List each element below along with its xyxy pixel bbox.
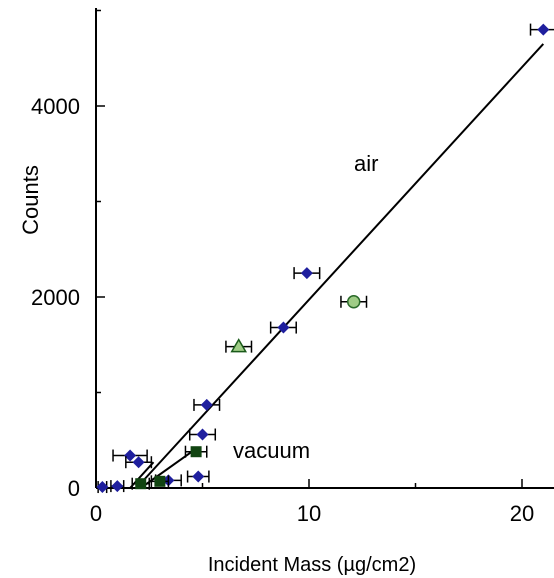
x-tick-label: 0 xyxy=(90,501,102,526)
data-point-diamond xyxy=(96,481,109,494)
data-point-diamond xyxy=(200,398,213,411)
data-point-diamond xyxy=(192,470,205,483)
data-point-diamond xyxy=(277,321,290,334)
data-point-circle xyxy=(346,295,361,309)
y-axis-label: Counts xyxy=(18,165,43,235)
data-point-diamond xyxy=(537,23,550,36)
fit-line-air xyxy=(135,43,545,489)
data-point-triangle xyxy=(230,338,248,353)
y-tick-label: 0 xyxy=(68,476,80,501)
annotation-vacuum: vacuum xyxy=(233,438,310,463)
data-point-square xyxy=(190,446,202,458)
data-point-diamond xyxy=(132,456,145,469)
annotation-air: air xyxy=(354,151,378,176)
data-point-diamond xyxy=(300,267,313,280)
data-point-square xyxy=(154,475,166,487)
data-point-diamond xyxy=(124,449,137,462)
axes: 0 2000 4000 0 10 20 xyxy=(31,8,554,526)
y-tick-label: 2000 xyxy=(31,285,80,310)
x-axis-label: Incident Mass (µg/cm2) xyxy=(208,554,416,576)
data-point-square xyxy=(135,478,147,490)
fit-lines xyxy=(129,43,545,489)
y-tick-label: 4000 xyxy=(31,94,80,119)
x-tick-label: 20 xyxy=(510,501,534,526)
data-points xyxy=(96,23,554,494)
data-point-diamond xyxy=(111,480,124,493)
data-point-diamond xyxy=(196,428,209,441)
x-tick-label: 10 xyxy=(297,501,321,526)
